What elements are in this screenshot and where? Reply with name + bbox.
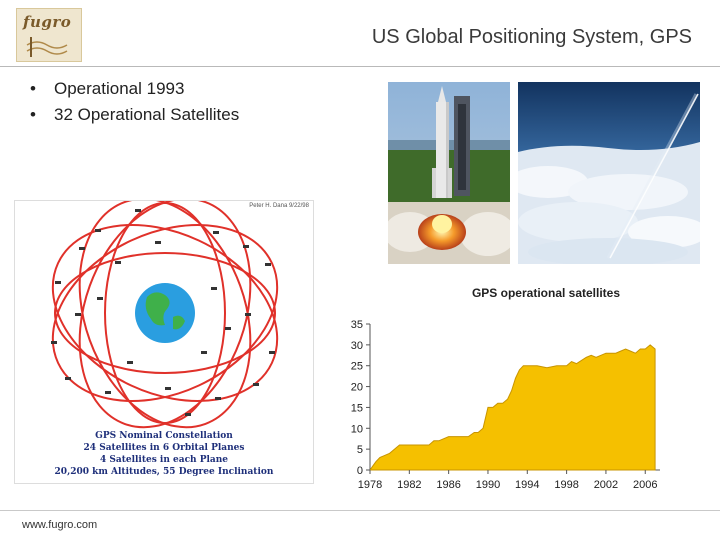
figure-credit: Peter H. Dana 9/22/98 — [249, 203, 309, 209]
y-tick-label: 5 — [357, 444, 363, 456]
constellation-caption-line: GPS Nominal Constellation — [95, 431, 233, 441]
x-tick-label: 1990 — [476, 479, 500, 491]
constellation-caption-line: 24 Satellites in 6 Orbital Planes — [83, 443, 245, 453]
header-divider — [0, 66, 720, 67]
rocket-launch-photo — [388, 82, 510, 264]
constellation-caption-line: 20,200 km Altitudes, 55 Degree Inclinati… — [54, 467, 274, 477]
bullet-dot: • — [30, 105, 36, 124]
x-tick-label: 1986 — [436, 479, 460, 491]
x-tick-label: 1982 — [397, 479, 421, 491]
y-tick-label: 30 — [351, 340, 363, 352]
satellites-area — [369, 344, 656, 471]
fugro-logo: fugro — [16, 8, 82, 62]
constellation-caption-line: 4 Satellites in each Plane — [99, 455, 229, 465]
y-tick-label: 35 — [351, 319, 363, 331]
y-tick-label: 15 — [351, 402, 363, 414]
x-tick-label: 1978 — [358, 479, 382, 491]
logo-emblem — [26, 37, 68, 57]
x-tick-label: 2006 — [633, 479, 657, 491]
y-tick-label: 25 — [351, 361, 363, 373]
contrail-sky-photo — [518, 82, 700, 264]
satellites-chart: 1978 1982 1986 1990 1994 1998 2002 2006 0 5 10 15 2… — [351, 319, 660, 491]
bullet-dot: • — [30, 79, 36, 98]
y-tick-label: 10 — [351, 423, 363, 435]
x-tick-label: 2002 — [594, 479, 618, 491]
bullet-text: Operational 1993 — [54, 79, 185, 98]
bullet-text: 32 Operational Satellites — [54, 105, 240, 124]
page-title: US Global Positioning System, GPS — [371, 26, 692, 48]
footer-divider — [0, 510, 720, 511]
chart-title: GPS operational satellites — [471, 286, 621, 300]
y-tick-label: 20 — [351, 382, 363, 394]
footer-url: www.fugro.com — [22, 519, 98, 531]
y-tick-label: 0 — [357, 465, 363, 477]
orbit-diagram — [51, 201, 279, 429]
logo-text: fugro — [23, 13, 72, 31]
x-tick-label: 1998 — [554, 479, 578, 491]
x-tick-label: 1994 — [515, 479, 539, 491]
constellation-figure: Peter H. Dana 9/22/98 GPS Nomin — [14, 200, 314, 484]
